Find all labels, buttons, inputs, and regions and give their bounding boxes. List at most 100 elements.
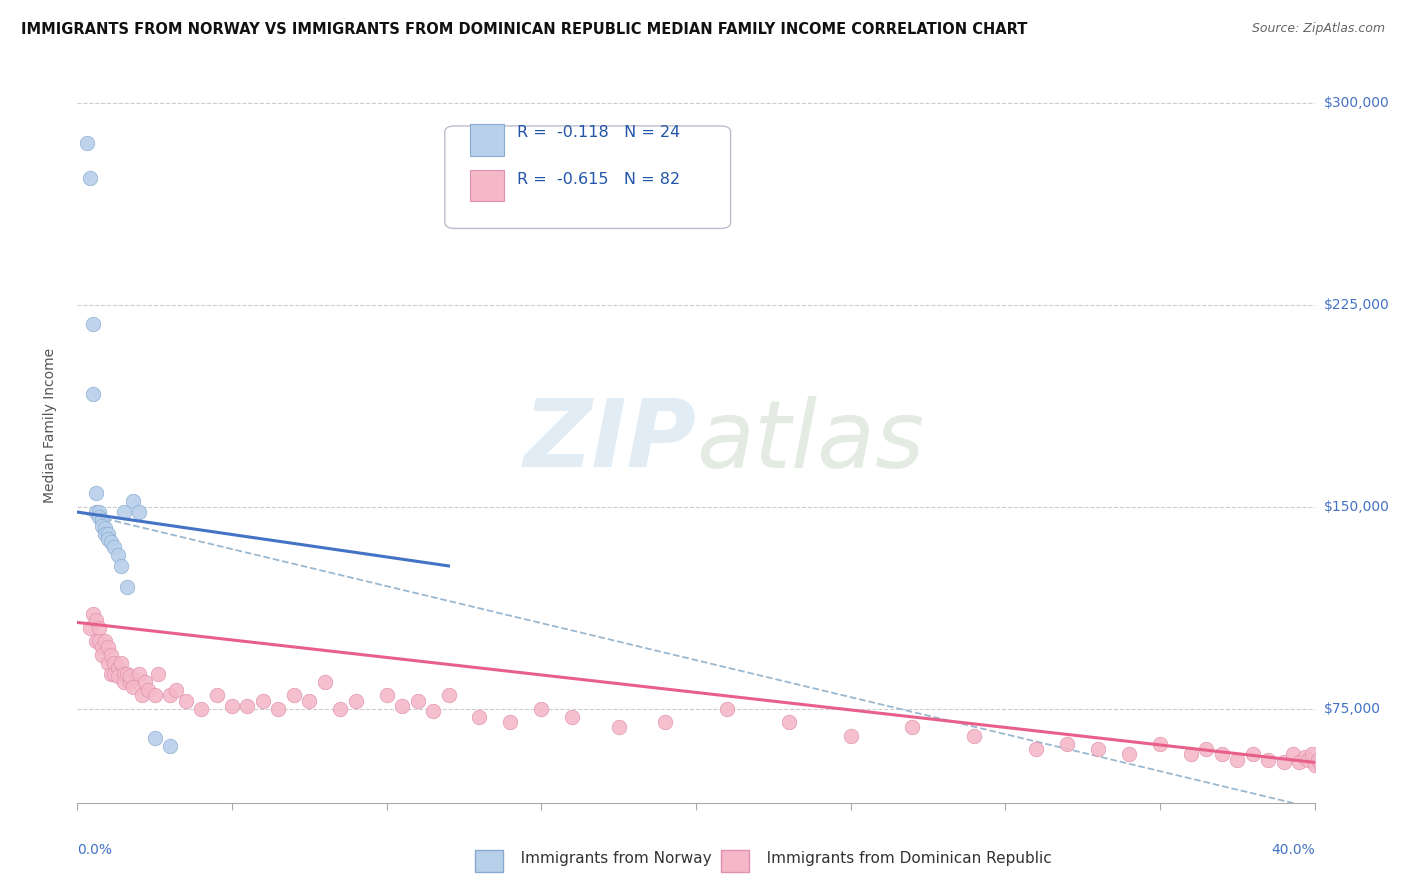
Point <box>1306 753 1329 767</box>
Point <box>1313 753 1336 767</box>
Text: Immigrants from Dominican Republic: Immigrants from Dominican Republic <box>752 851 1052 865</box>
Text: atlas: atlas <box>696 395 924 486</box>
Point <box>607 721 630 735</box>
Point <box>97 532 120 546</box>
Point <box>437 688 460 702</box>
Point <box>79 171 101 186</box>
Point <box>76 136 98 151</box>
Point <box>118 674 141 689</box>
Point <box>112 666 135 681</box>
Point <box>1282 747 1305 762</box>
Point <box>283 688 305 702</box>
Point <box>100 666 122 681</box>
Point <box>97 640 120 654</box>
Point <box>87 510 110 524</box>
Text: $150,000: $150,000 <box>1324 500 1389 514</box>
Point <box>1303 758 1326 772</box>
Point <box>143 688 166 702</box>
Bar <box>470 124 505 156</box>
Point <box>1195 742 1218 756</box>
Point <box>1118 747 1140 762</box>
Text: Source: ZipAtlas.com: Source: ZipAtlas.com <box>1251 22 1385 36</box>
Point <box>1288 756 1310 770</box>
Point <box>118 669 141 683</box>
Point <box>103 666 125 681</box>
Point <box>87 634 110 648</box>
Point <box>112 505 135 519</box>
Point <box>267 701 290 715</box>
Point <box>122 680 145 694</box>
Point <box>84 613 107 627</box>
Point <box>97 526 120 541</box>
Point <box>146 666 169 681</box>
Point <box>1272 756 1295 770</box>
Point <box>107 548 129 562</box>
Point <box>298 693 321 707</box>
Point <box>391 698 413 713</box>
Point <box>87 621 110 635</box>
Point <box>1087 742 1109 756</box>
Point <box>112 674 135 689</box>
Point <box>110 656 132 670</box>
Point <box>100 648 122 662</box>
Point <box>115 666 138 681</box>
Point <box>84 505 107 519</box>
Point <box>143 731 166 746</box>
Point <box>174 693 197 707</box>
Point <box>1316 758 1339 772</box>
Point <box>1211 747 1233 762</box>
Point <box>100 534 122 549</box>
Bar <box>470 169 505 202</box>
Point <box>1301 747 1323 762</box>
Text: Immigrants from Norway: Immigrants from Norway <box>506 851 711 865</box>
Point <box>103 656 125 670</box>
Point <box>901 721 924 735</box>
Point <box>252 693 274 707</box>
Text: 40.0%: 40.0% <box>1271 843 1315 857</box>
Point <box>94 634 117 648</box>
Point <box>91 640 114 654</box>
Point <box>1294 750 1316 764</box>
Point <box>87 505 110 519</box>
Point <box>103 540 125 554</box>
Point <box>128 505 150 519</box>
Point <box>94 521 117 535</box>
Point <box>122 494 145 508</box>
Point <box>1056 737 1078 751</box>
Point <box>530 701 553 715</box>
Point <box>344 693 367 707</box>
Point <box>82 386 104 401</box>
Point <box>131 688 153 702</box>
Text: Median Family Income: Median Family Income <box>44 349 58 503</box>
Point <box>107 661 129 675</box>
Point <box>1241 747 1264 762</box>
Point <box>91 513 114 527</box>
Point <box>205 688 228 702</box>
Point <box>1298 753 1320 767</box>
Text: $300,000: $300,000 <box>1324 96 1389 110</box>
Point <box>329 701 352 715</box>
Point <box>778 714 800 729</box>
Point <box>561 709 583 723</box>
Point <box>221 698 243 713</box>
Point <box>190 701 212 715</box>
Point <box>82 607 104 622</box>
Text: R =  -0.118   N = 24: R = -0.118 N = 24 <box>516 125 681 140</box>
Point <box>422 704 444 718</box>
Point <box>107 669 129 683</box>
Point <box>138 682 160 697</box>
Point <box>94 526 117 541</box>
Text: R =  -0.615   N = 82: R = -0.615 N = 82 <box>516 172 679 187</box>
Point <box>159 688 181 702</box>
Point <box>115 581 138 595</box>
Point <box>1149 737 1171 751</box>
Point <box>375 688 398 702</box>
Point <box>314 674 336 689</box>
Point <box>839 729 862 743</box>
Text: $75,000: $75,000 <box>1324 702 1381 715</box>
Point <box>1309 758 1331 772</box>
Point <box>110 558 132 573</box>
Point <box>468 709 491 723</box>
Point <box>236 698 259 713</box>
Point <box>134 674 156 689</box>
